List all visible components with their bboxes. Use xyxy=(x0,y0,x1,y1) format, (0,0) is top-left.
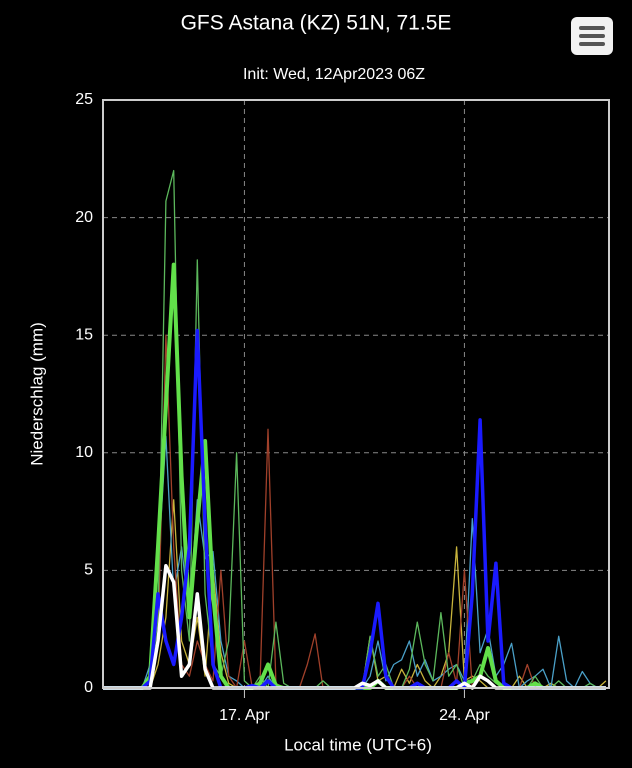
y-axis-label: Niederschlag (mm) xyxy=(27,322,46,466)
x-tick-label: 24. Apr xyxy=(439,707,490,724)
y-tick-label: 10 xyxy=(75,444,93,461)
x-axis-label: Local time (UTC+6) xyxy=(284,735,432,754)
menu-bar xyxy=(579,34,605,38)
menu-bar xyxy=(579,42,605,46)
x-tick-label: 17. Apr xyxy=(219,707,270,724)
menu-button[interactable] xyxy=(571,17,613,55)
y-tick-label: 0 xyxy=(84,679,93,696)
y-tick-label: 20 xyxy=(75,209,93,226)
y-tick-label: 15 xyxy=(75,326,93,343)
chart-subtitle: Init: Wed, 12Apr2023 06Z xyxy=(243,66,425,83)
chart-title: GFS Astana (KZ) 51N, 71.5E xyxy=(181,12,452,35)
y-tick-label: 25 xyxy=(75,91,93,108)
plot-frame xyxy=(102,99,610,689)
menu-bar xyxy=(579,26,605,30)
y-tick-label: 5 xyxy=(84,562,93,579)
